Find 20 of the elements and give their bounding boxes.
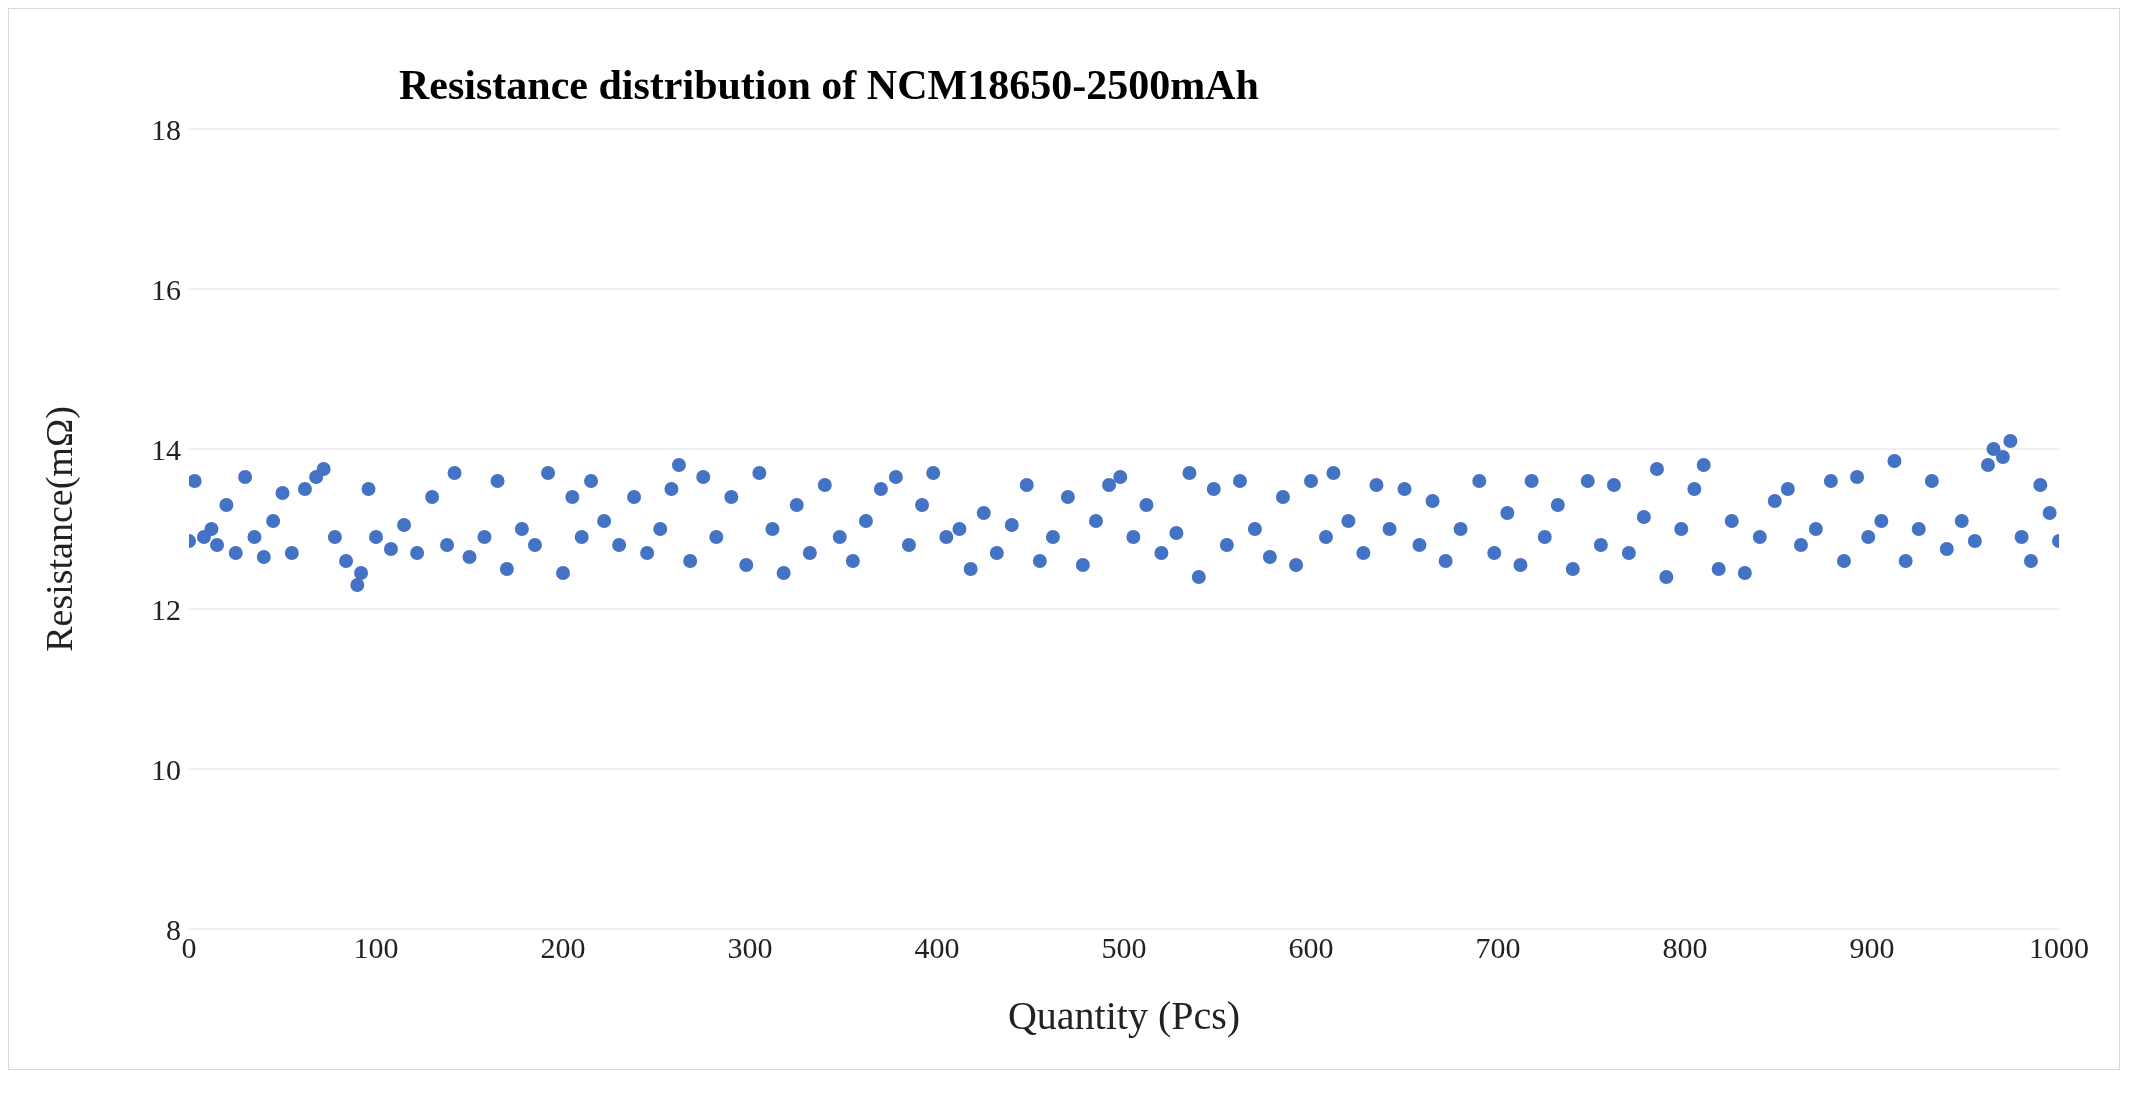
y-tick-label: 14 xyxy=(151,432,181,466)
x-tick-label: 500 xyxy=(1101,931,1147,965)
y-tick-label: 10 xyxy=(151,752,181,786)
x-tick-label: 900 xyxy=(1849,931,1895,965)
x-tick-label: 100 xyxy=(353,931,399,965)
y-tick-label: 16 xyxy=(151,272,181,306)
x-tick-label: 0 xyxy=(181,931,197,965)
y-tick-label: 8 xyxy=(166,912,181,946)
x-tick-label: 700 xyxy=(1475,931,1521,965)
x-tick-label: 200 xyxy=(540,931,586,965)
x-tick-label: 800 xyxy=(1662,931,1708,965)
x-tick-label: 300 xyxy=(727,931,773,965)
x-tick-label: 1000 xyxy=(2029,931,2089,965)
x-axis-title: Quantity (Pcs) xyxy=(1007,993,1241,1038)
x-tick-label: 600 xyxy=(1288,931,1334,965)
x-tick-label: 400 xyxy=(914,931,960,965)
y-tick-label: 18 xyxy=(151,112,181,146)
chart-title: Resistance distribution of NCM18650-2500mAh xyxy=(399,61,1259,109)
y-tick-label: 12 xyxy=(151,592,181,626)
y-axis-title: Resistance(mΩ) xyxy=(38,406,82,652)
